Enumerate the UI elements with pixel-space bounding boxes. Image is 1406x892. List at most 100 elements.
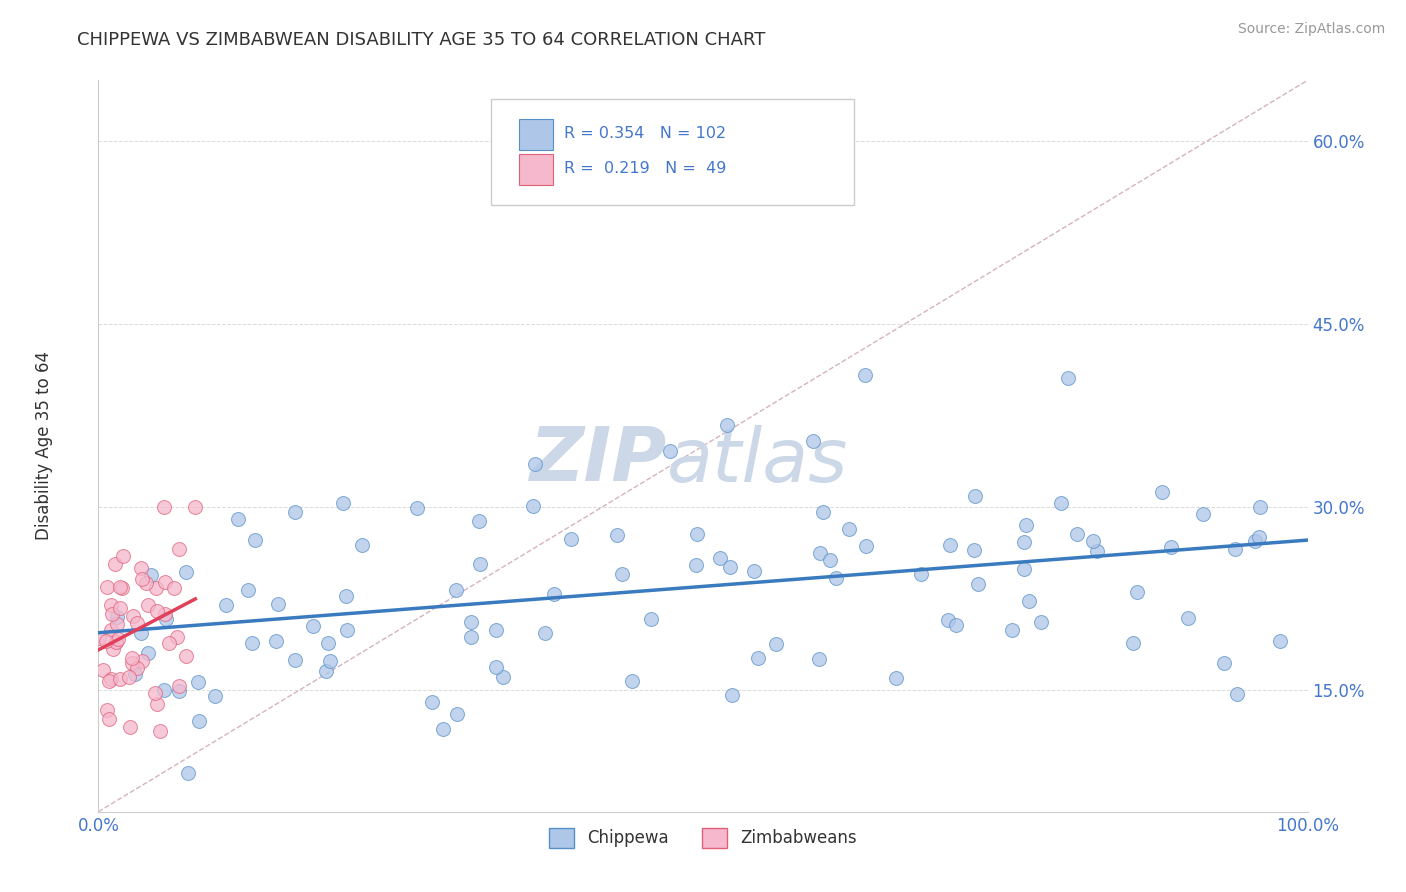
- Point: [96, 580, 118, 594]
- Point: [124, 666, 146, 681]
- Point: [228, 511, 250, 525]
- Point: [336, 623, 359, 637]
- Point: [612, 566, 634, 581]
- Point: [621, 674, 644, 689]
- Point: [96, 703, 118, 717]
- Point: [118, 670, 141, 684]
- Point: [143, 685, 166, 699]
- Point: [169, 684, 191, 698]
- Point: [406, 501, 429, 516]
- Text: Source: ZipAtlas.com: Source: ZipAtlas.com: [1237, 22, 1385, 37]
- Point: [659, 444, 682, 458]
- Point: [1085, 543, 1108, 558]
- Point: [135, 576, 157, 591]
- Text: Disability Age 35 to 64: Disability Age 35 to 64: [35, 351, 53, 541]
- Point: [243, 533, 266, 548]
- Point: [105, 610, 128, 624]
- Point: [167, 679, 190, 693]
- Point: [824, 571, 846, 585]
- Point: [352, 538, 374, 552]
- Point: [318, 654, 340, 668]
- Point: [148, 723, 170, 738]
- Point: [1012, 562, 1035, 576]
- Point: [910, 567, 932, 582]
- Text: ZIP: ZIP: [530, 424, 666, 497]
- Point: [215, 598, 238, 612]
- Point: [131, 572, 153, 586]
- Point: [1122, 636, 1144, 650]
- Point: [811, 505, 834, 519]
- Point: [1177, 611, 1199, 625]
- Point: [146, 698, 169, 712]
- Point: [100, 598, 122, 612]
- Point: [105, 635, 128, 649]
- Point: [1268, 634, 1291, 648]
- Point: [468, 557, 491, 571]
- Text: R =  0.219   N =  49: R = 0.219 N = 49: [564, 161, 727, 177]
- Point: [107, 632, 129, 647]
- Point: [145, 581, 167, 595]
- Point: [524, 458, 547, 472]
- Point: [184, 500, 207, 514]
- Point: [522, 499, 544, 513]
- Point: [174, 648, 197, 663]
- Point: [240, 636, 263, 650]
- Point: [284, 505, 307, 519]
- Point: [1014, 517, 1036, 532]
- Point: [1029, 615, 1052, 629]
- Point: [1066, 526, 1088, 541]
- Point: [446, 706, 468, 721]
- Point: [141, 567, 163, 582]
- Point: [155, 607, 177, 621]
- Point: [264, 633, 287, 648]
- Point: [967, 576, 990, 591]
- Point: [945, 618, 967, 632]
- Point: [131, 654, 153, 668]
- Point: [444, 582, 467, 597]
- Point: [938, 538, 960, 552]
- Point: [146, 604, 169, 618]
- Point: [963, 543, 986, 558]
- Point: [127, 660, 149, 674]
- Point: [284, 653, 307, 667]
- Point: [121, 656, 143, 670]
- FancyBboxPatch shape: [519, 154, 553, 185]
- Point: [153, 500, 176, 514]
- Point: [432, 722, 454, 736]
- Point: [87, 631, 110, 645]
- Point: [122, 608, 145, 623]
- Point: [301, 619, 323, 633]
- Point: [167, 542, 190, 557]
- Point: [765, 637, 787, 651]
- Point: [110, 581, 132, 595]
- Point: [1249, 500, 1271, 514]
- Point: [485, 659, 508, 673]
- Point: [1249, 531, 1271, 545]
- Point: [101, 642, 124, 657]
- Point: [1001, 624, 1024, 638]
- Point: [187, 675, 209, 690]
- Point: [853, 368, 876, 382]
- Point: [820, 553, 842, 567]
- Point: [100, 623, 122, 637]
- Point: [98, 673, 121, 688]
- Point: [718, 559, 741, 574]
- Point: [716, 417, 738, 432]
- Point: [125, 615, 148, 630]
- Point: [155, 612, 177, 626]
- Point: [316, 636, 339, 650]
- Point: [838, 522, 860, 536]
- Point: [97, 712, 120, 726]
- Point: [1243, 533, 1265, 548]
- Point: [121, 651, 143, 665]
- Point: [420, 695, 443, 709]
- Point: [1226, 687, 1249, 701]
- Point: [1014, 534, 1036, 549]
- Point: [1212, 656, 1234, 670]
- Point: [965, 489, 987, 503]
- Point: [1050, 496, 1073, 510]
- Point: [153, 683, 176, 698]
- Text: atlas: atlas: [666, 425, 848, 497]
- Point: [110, 672, 132, 686]
- Point: [176, 765, 198, 780]
